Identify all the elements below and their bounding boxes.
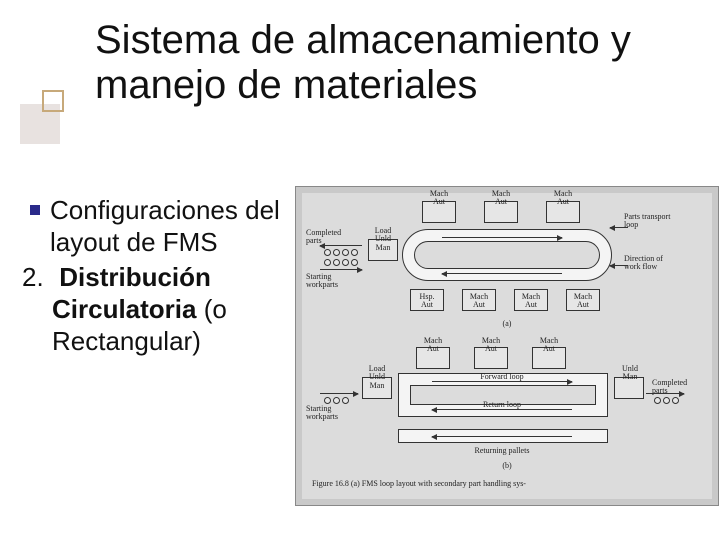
part-dot [342,397,349,404]
transport-loop-label: Parts transport loop [624,213,694,230]
part-dot [342,259,349,266]
slide-title: Sistema de almacenamiento y manejo de ma… [95,18,696,108]
bullet-icon [20,195,50,215]
part-dot [333,259,340,266]
part-dot [654,397,661,404]
starting-workparts-label: Starting workparts [306,405,362,422]
flow-arrow [442,237,562,238]
part-dot [342,249,349,256]
slide: Sistema de almacenamiento y manejo de ma… [0,0,720,540]
mach-label: Mach Aut [514,293,548,310]
mach-label: Mach Aut [546,190,580,207]
part-dot [333,249,340,256]
unload-label: Unld Man [610,365,650,382]
item-2-text: Distribución Circulatoria (o Rectangular… [52,262,300,357]
completed-parts-label: Completed parts [306,229,356,246]
oval-track-inner [414,241,600,269]
direction-flow-label: Direction of work flow [624,255,694,272]
returning-pallets-label: Returning pallets [452,447,552,455]
part-dot [351,259,358,266]
fms-layout-figure: Mach Aut Mach Aut Mach Aut Load Unld Man… [295,186,719,506]
flow-arrow [320,269,362,270]
part-dot [351,249,358,256]
mach-label: Mach Aut [462,293,496,310]
bullet-item-1: Configuraciones del layout de FMS [20,195,300,258]
forward-loop-label: Forward loop [462,373,542,381]
part-dot [324,397,331,404]
item-number: 2. [20,262,52,294]
sublabel-b: (b) [502,461,512,470]
mach-label: Mach Aut [484,190,518,207]
return-loop-label: Return loop [462,401,542,409]
flow-arrow [320,393,358,394]
load-unload-label: Load Unld Man [364,227,402,252]
part-dot [333,397,340,404]
mach-label: Mach Aut [474,337,508,354]
mach-label: Mach Aut [422,190,456,207]
sublabel-a: (a) [502,319,512,328]
starting-workparts-label: Starting workparts [306,273,362,290]
label-pointer [610,265,628,266]
figure-inner: Mach Aut Mach Aut Mach Aut Load Unld Man… [302,193,712,499]
body-text: Configuraciones del layout de FMS 2. Dis… [20,195,300,362]
deco-square-front [42,90,64,112]
hsp-label: Hsp. Aut [410,293,444,310]
mach-label: Mach Aut [416,337,450,354]
figure-caption: Figure 16.8 (a) FMS loop layout with sec… [312,479,526,488]
mach-label: Mach Aut [532,337,566,354]
mach-label: Mach Aut [566,293,600,310]
part-dot [672,397,679,404]
flow-arrow [320,245,362,246]
item-2-bold: Distribución Circulatoria [52,262,211,324]
title-decoration [20,90,80,150]
part-dot [324,259,331,266]
bullet-1-text: Configuraciones del layout de FMS [50,195,300,258]
label-pointer [610,227,628,228]
flow-arrow [442,273,562,274]
returning-arrow [432,436,572,437]
flow-arrow [646,393,684,394]
part-dot [663,397,670,404]
load-label: Load Unld Man [358,365,396,390]
part-dot [324,249,331,256]
numbered-item-2: 2. Distribución Circulatoria (o Rectangu… [20,262,300,357]
